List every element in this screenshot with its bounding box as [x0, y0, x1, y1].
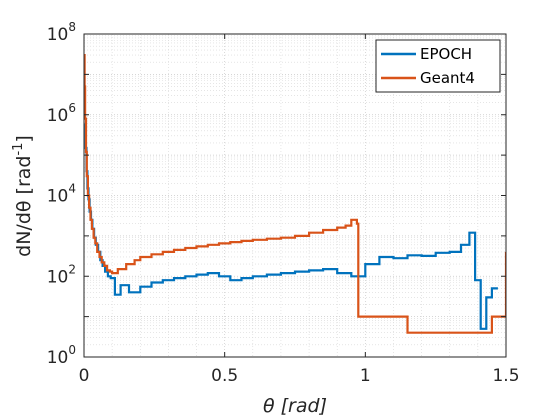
series-line-geant4 [84, 54, 506, 334]
x-tick-labels: 0 0.5 1 1.5 [79, 366, 520, 386]
y-tick-label: 102 [47, 262, 76, 287]
legend: EPOCH Geant4 [375, 39, 501, 93]
x-tick-label: 1 [360, 366, 371, 386]
legend-label-geant4: Geant4 [420, 69, 475, 87]
x-tick-label: 1.5 [492, 366, 519, 386]
y-axis-label-close: ] [13, 135, 35, 142]
x-axis-label-text: θ [rad] [263, 395, 327, 417]
x-tick-label: 0 [79, 366, 90, 386]
y-axis-label: dN/dθ [rad-1] [11, 135, 35, 257]
y-tick-label: 106 [47, 101, 76, 126]
legend-box [375, 39, 501, 93]
x-tick-label: 0.5 [211, 366, 238, 386]
y-axis-label-sup: -1 [11, 143, 26, 156]
series-layer [84, 54, 506, 334]
y-tick-label: 108 [47, 20, 76, 45]
y-tick-label: 104 [47, 182, 76, 207]
y-tick-label: 100 [47, 343, 76, 368]
legend-label-epoch: EPOCH [420, 45, 472, 63]
axis-ticks [83, 33, 507, 358]
y-tick-labels: 100 102 104 106 108 [47, 20, 76, 368]
y-axis-label-main: dN/dθ [rad [13, 156, 35, 257]
x-axis-label: θ [rad] [263, 395, 327, 417]
